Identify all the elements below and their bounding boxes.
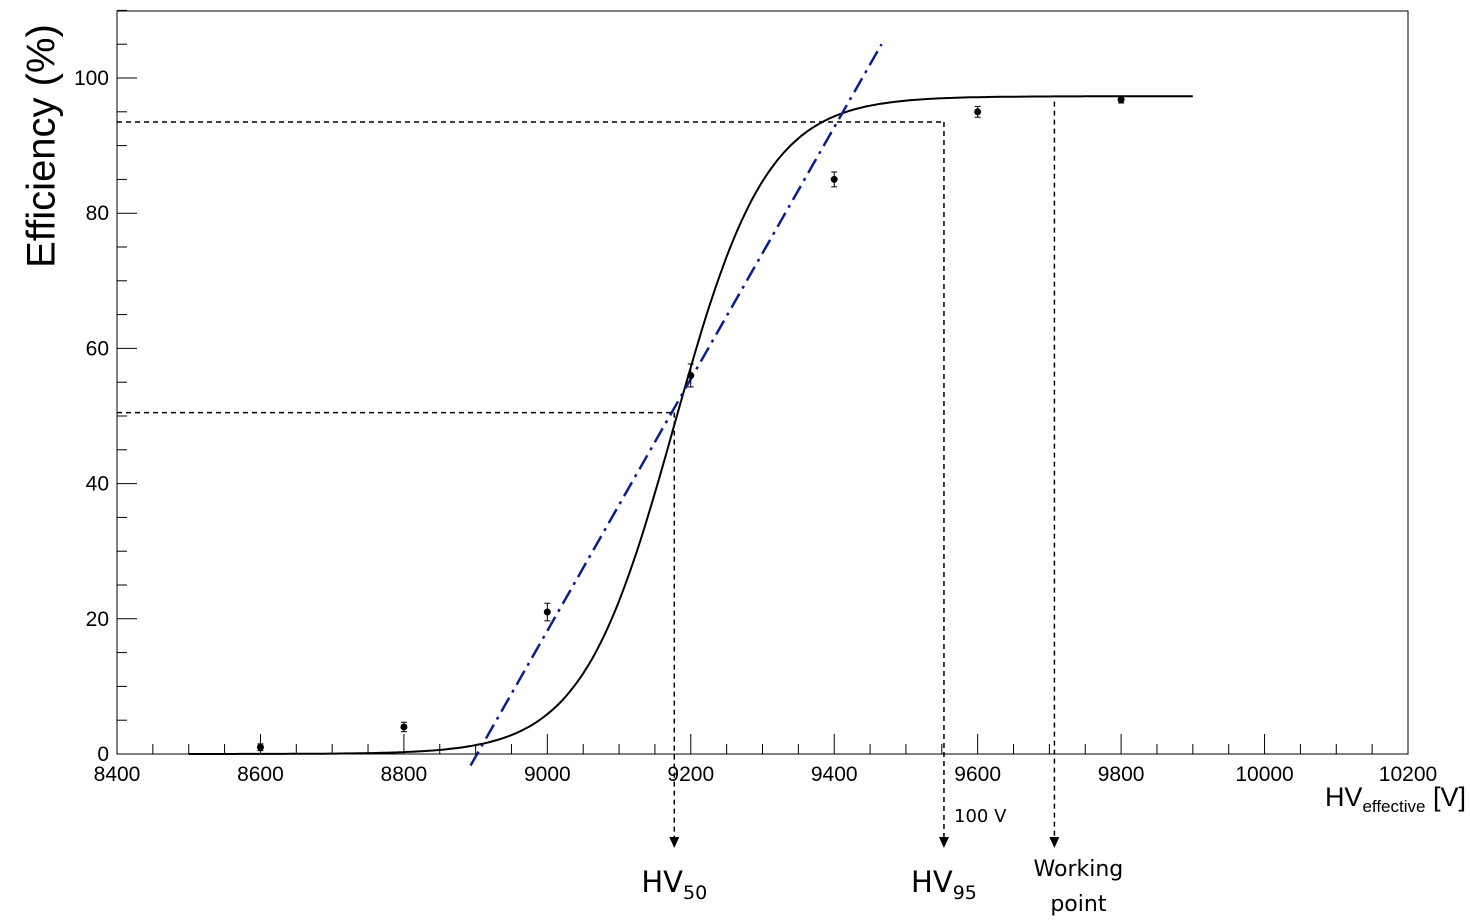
x-tick-label: 10200 — [1379, 763, 1437, 786]
hv-label: HV95 — [911, 865, 977, 904]
x-tick-label: 8600 — [237, 763, 284, 786]
data-point — [830, 171, 838, 188]
data-point-marker — [1117, 96, 1125, 104]
x-tick-label: 9400 — [811, 763, 858, 786]
y-tick-label: 20 — [86, 608, 109, 631]
data-point — [400, 721, 408, 733]
data-points — [256, 95, 1125, 752]
y-axis-title: Efficiency (%) — [20, 24, 64, 268]
arrow-head-icon — [938, 837, 949, 848]
data-point-marker — [256, 743, 264, 751]
x-tick-label: 9200 — [667, 763, 714, 786]
data-point — [687, 363, 695, 388]
fit-curve-group — [188, 95, 1193, 755]
hv-label-main: HV — [641, 865, 683, 899]
tangent-line-group — [469, 43, 883, 767]
data-point-marker — [400, 723, 408, 731]
x-axis-ticks: 8400 8600 8800 9000 9200 9400 9600 9800 10000 102… — [94, 734, 1437, 786]
guide-lines — [117, 101, 1060, 848]
x-tick-label: 8800 — [381, 763, 428, 786]
offset-label: 100 V — [954, 806, 1007, 827]
y-tick-label: 100 — [74, 67, 109, 90]
y-axis-ticks: 0 20 40 60 80 100 — [74, 9, 137, 766]
data-point-marker — [687, 371, 695, 379]
x-axis-title-sub: effective — [1362, 797, 1425, 816]
data-point — [1117, 95, 1125, 104]
x-axis-title: HVeffective [V] — [1325, 782, 1466, 816]
data-point — [256, 743, 264, 752]
x-tick-label: 9800 — [1098, 763, 1145, 786]
x-tick-label: 10000 — [1235, 763, 1293, 786]
data-point — [974, 105, 982, 118]
hv-label-subscript: 50 — [683, 882, 707, 904]
y-tick-label: 0 — [97, 743, 109, 766]
data-point-marker — [830, 175, 838, 183]
y-tick-label: 60 — [86, 337, 109, 360]
x-tick-label: 8400 — [94, 763, 141, 786]
y-tick-label: 40 — [86, 473, 109, 496]
hv-label-main: HV — [911, 865, 953, 899]
working-point-label-line1: Working — [1034, 857, 1124, 882]
x-axis-title-unit: [V] — [1433, 782, 1466, 812]
tangent-line — [469, 43, 883, 767]
data-point — [543, 602, 551, 622]
hv-label: HV50 — [641, 865, 707, 904]
arrow-head-icon — [669, 837, 680, 848]
x-axis-title-main: HV — [1325, 782, 1363, 812]
arrow-head-icon — [1049, 837, 1060, 848]
x-tick-label: 9000 — [524, 763, 571, 786]
hv-label-subscript: 95 — [953, 882, 977, 904]
working-point-label-line2: point — [1050, 892, 1106, 917]
fit-curve — [188, 95, 1193, 755]
y-tick-label: 80 — [86, 202, 109, 225]
data-point-marker — [543, 608, 551, 616]
x-tick-label: 9600 — [954, 763, 1001, 786]
data-point-marker — [974, 108, 982, 116]
